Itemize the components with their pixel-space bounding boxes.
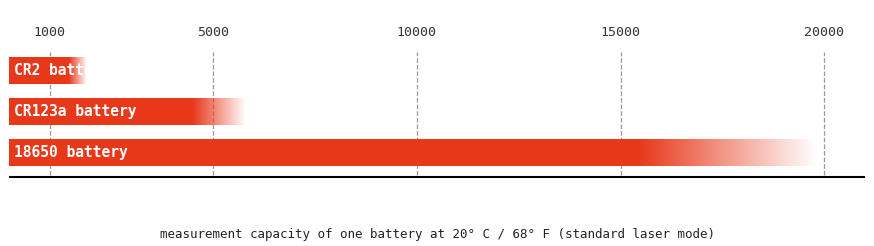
Text: CR2 battery: CR2 battery [14, 63, 110, 78]
Text: CR123a battery: CR123a battery [14, 104, 136, 119]
Bar [9, 139, 639, 166]
Text: measurement capacity of one battery at 20° C / 68° F (standard laser mode): measurement capacity of one battery at 2… [159, 228, 715, 241]
Text: 18650 battery: 18650 battery [14, 145, 128, 160]
Bar [9, 98, 193, 125]
Bar [9, 57, 69, 84]
